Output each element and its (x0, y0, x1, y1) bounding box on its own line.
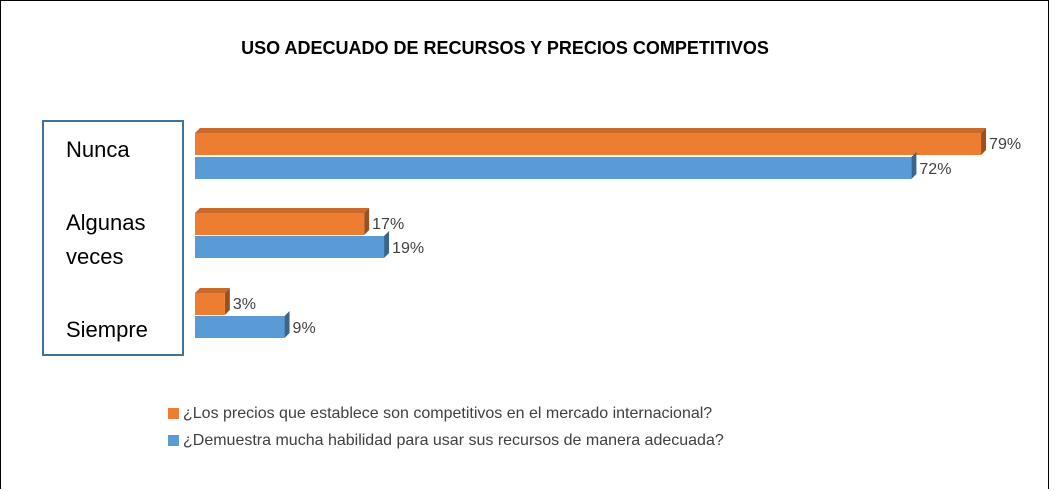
bar-side (284, 311, 290, 338)
category-box (42, 120, 184, 356)
chart-title: USO ADECUADO DE RECURSOS Y PRECIOS COMPE… (241, 38, 769, 58)
bar-side (364, 208, 370, 235)
value-label: 17% (372, 216, 404, 233)
bar-side (224, 288, 230, 315)
value-label: 72% (919, 161, 951, 178)
bar (195, 157, 912, 179)
bar-top (195, 128, 987, 133)
legend-swatch (168, 435, 179, 446)
category-label: Nunca (66, 137, 130, 162)
category-label: Siempre (66, 317, 148, 342)
bar-side (981, 128, 987, 155)
bar (195, 213, 365, 235)
legend-swatch (168, 408, 179, 419)
bar-top (195, 288, 230, 293)
category-label: Algunas veces (66, 210, 146, 269)
bar (195, 293, 225, 315)
bar (195, 236, 385, 258)
bar-side (384, 231, 390, 258)
value-label: 3% (233, 296, 256, 313)
legend-label: ¿Demuestra mucha habilidad para usar sus… (183, 432, 724, 449)
bar (195, 316, 285, 338)
bar (195, 133, 982, 155)
value-label: 9% (293, 320, 316, 337)
bar-top (195, 208, 370, 213)
value-label: 79% (989, 136, 1021, 153)
value-label: 19% (392, 240, 424, 257)
legend-label: ¿Los precios que establece son competiti… (183, 405, 712, 422)
bar-side (911, 152, 917, 179)
